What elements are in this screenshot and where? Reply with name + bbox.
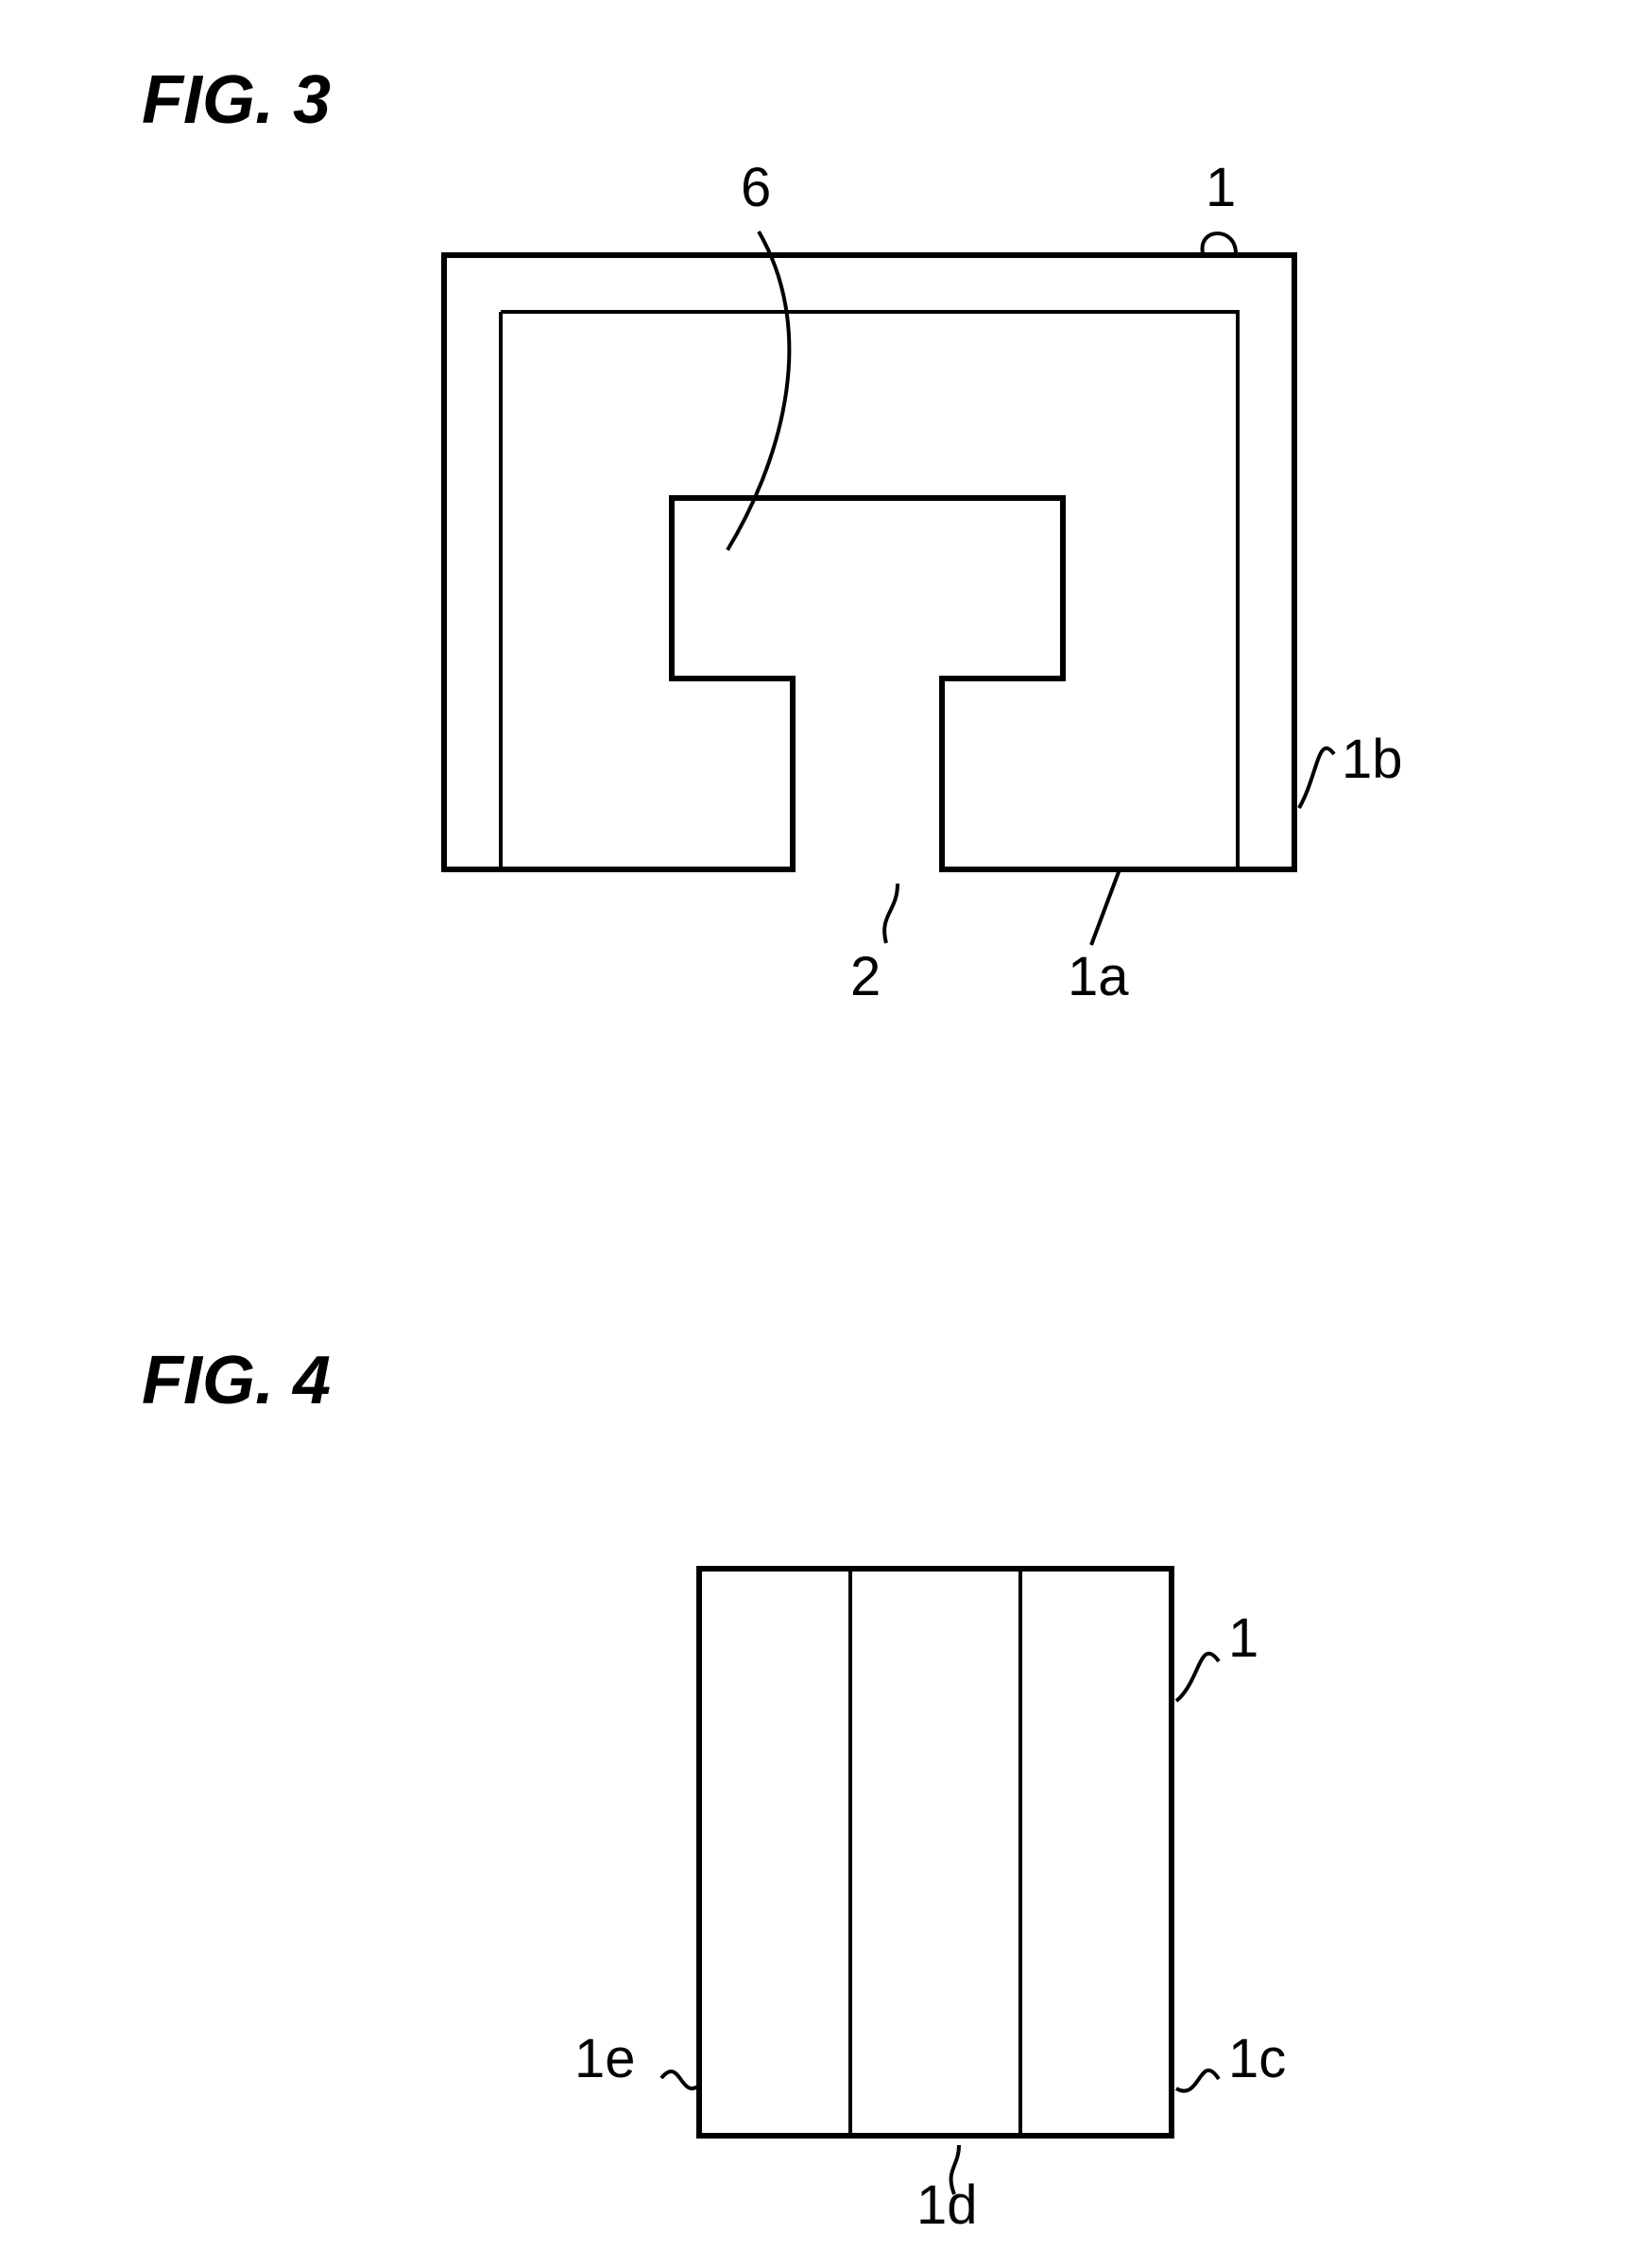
leader-1b [1299,748,1334,808]
fig3-label-1: 1 [1206,156,1236,219]
fig4-label-1d: 1d [916,2174,978,2237]
fig4-outer-rect [699,1569,1172,2136]
fig3-label-1a: 1a [1068,945,1129,1008]
leader-f4-1 [1176,1654,1219,1701]
fig3-label-2: 2 [850,945,881,1008]
leader-6 [727,232,789,550]
leader-f4-1e [661,2071,699,2088]
fig4-title: FIG. 4 [142,1342,331,1419]
fig3-label-1b: 1b [1342,728,1403,791]
fig4-label-1: 1 [1228,1606,1258,1670]
leader-1 [1203,233,1236,253]
fig3-diagram [0,0,1643,1087]
leader-f4-1c [1176,2070,1219,2091]
fig3-outer-rect [444,255,1294,869]
leader-2 [884,884,898,943]
fig4-diagram [0,1418,1643,2268]
fig4-label-1e: 1e [574,2027,636,2090]
fig3-inner-c [501,312,1238,869]
fig3-label-6: 6 [741,156,771,219]
leader-1a [1091,869,1120,945]
fig3-inner-outline [501,312,1238,813]
fig4-label-1c: 1c [1228,2027,1286,2090]
